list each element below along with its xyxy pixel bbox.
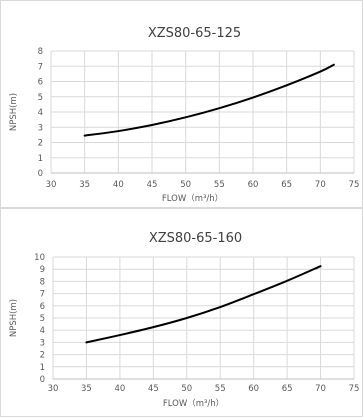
chart-panel-1: XZS80-65-125 30 35 40 45 50 55 60 65 70 75 0 1 2 3 4 5 6 7… <box>0 0 363 208</box>
chart-1-x-tick-label: 45 <box>147 180 158 190</box>
chart-1-x-tick-label: 65 <box>281 180 292 190</box>
chart-panel-2: XZS80-65-160 30 35 40 45 50 55 60 65 70 75 0 1 2 3 4 5 6 7… <box>0 208 363 417</box>
chart-2-y-tick-label: 1 <box>40 363 45 373</box>
chart-2-y-tick-label: 3 <box>40 338 45 348</box>
chart-2-x-tick-label: 35 <box>81 384 92 394</box>
chart-2-y-tick-label: 7 <box>40 290 45 300</box>
chart-2-x-tick-label: 45 <box>148 384 159 394</box>
chart-2-y-tick-label: 9 <box>40 265 45 275</box>
chart-2-x-tick-label: 55 <box>215 384 226 394</box>
chart-1-x-tick-label: 40 <box>113 180 124 190</box>
chart-2-x-tick-label: 75 <box>349 384 360 394</box>
chart-2-y-tick-label: 4 <box>40 326 45 336</box>
chart-2-y-tick-label: 5 <box>40 314 45 324</box>
chart-1-y-tick-label: 1 <box>38 154 43 164</box>
chart-2-y-tick-label: 2 <box>40 351 45 361</box>
chart-1-y-tick-label: 4 <box>38 108 43 118</box>
chart-1-y-tick-label: 7 <box>38 62 43 72</box>
chart-2-x-tick-label: 50 <box>181 384 192 394</box>
chart-1-x-tick-label: 30 <box>46 180 57 190</box>
chart-2-y-axis-label: NPSH(m) <box>9 299 19 337</box>
chart-1-x-tick-label: 70 <box>315 180 326 190</box>
chart-2-y-tick-label: 6 <box>40 302 45 312</box>
chart-2-y-tick-label: 0 <box>40 375 45 385</box>
chart-1-y-axis-label: NPSH(m) <box>9 93 19 131</box>
chart-1-x-tick-label: 60 <box>248 180 259 190</box>
chart-2-y-tick-label: 10 <box>34 253 45 263</box>
chart-1-title: XZS80-65-125 <box>148 26 241 41</box>
chart-1-y-tick-label: 0 <box>38 169 43 179</box>
chart-1-series-line <box>83 63 335 137</box>
chart-2-x-tick-label: 40 <box>114 384 125 394</box>
chart-2-y-tick-label: 8 <box>40 277 45 287</box>
chart-2-series-line <box>85 265 322 344</box>
chart-1-x-axis-label: FLOW（m³/h） <box>162 193 223 204</box>
chart-1-y-tick-label: 5 <box>38 93 43 103</box>
chart-1-y-tick-label: 6 <box>38 78 43 88</box>
chart-1-x-tick-label: 50 <box>180 180 191 190</box>
chart-1-y-tick-label: 3 <box>38 123 43 133</box>
chart-1-y-tick-label: 8 <box>38 47 43 57</box>
chart-1-x-tick-label: 55 <box>214 180 225 190</box>
chart-2-x-tick-label: 65 <box>282 384 293 394</box>
chart-2-x-axis-label: FLOW（m³/h） <box>163 398 224 409</box>
chart-2-x-tick-label: 30 <box>48 384 59 394</box>
chart-1-x-tick-label: 75 <box>349 180 360 190</box>
chart-1-x-tick-label: 35 <box>79 180 90 190</box>
chart-2-x-tick-label: 60 <box>248 384 259 394</box>
chart-2-x-tick-label: 70 <box>315 384 326 394</box>
chart-2-title: XZS80-65-160 <box>149 231 242 246</box>
chart-1-y-tick-label: 2 <box>38 139 43 149</box>
